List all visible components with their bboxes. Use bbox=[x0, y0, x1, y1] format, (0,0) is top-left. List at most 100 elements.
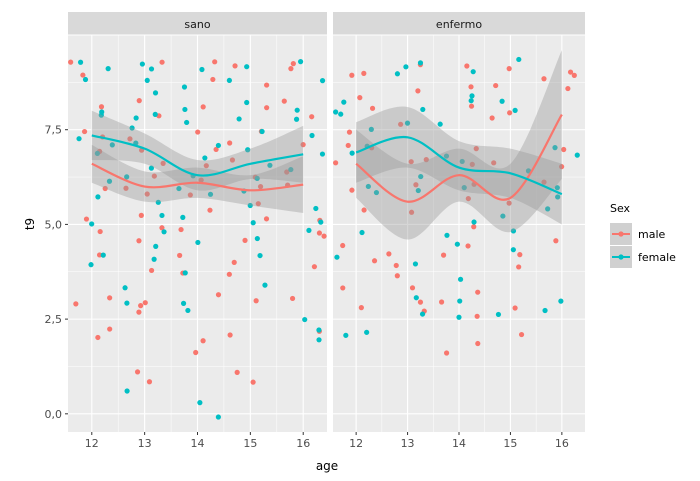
data-point-male bbox=[475, 340, 481, 347]
data-point-male bbox=[97, 228, 103, 235]
data-point-male bbox=[464, 63, 470, 69]
x-tick-label: 14 bbox=[191, 437, 205, 450]
data-point-male bbox=[142, 300, 148, 306]
data-point-male bbox=[151, 173, 157, 179]
data-point-male bbox=[300, 142, 306, 148]
data-point-female bbox=[106, 178, 113, 184]
panel-enfermo: enfermo 12 13 14 15 16 bbox=[333, 12, 585, 450]
data-point-female bbox=[316, 337, 322, 343]
data-point-male bbox=[518, 331, 525, 338]
x-tick-label: 15 bbox=[503, 437, 517, 450]
data-point-female bbox=[207, 191, 214, 197]
data-point-female bbox=[199, 66, 205, 73]
data-point-female bbox=[195, 239, 201, 246]
data-point-female bbox=[202, 155, 208, 161]
data-point-male bbox=[561, 146, 567, 153]
data-point-female bbox=[510, 228, 517, 234]
data-point-female bbox=[182, 270, 188, 276]
data-point-female bbox=[151, 256, 157, 262]
data-point-male bbox=[290, 61, 296, 67]
data-point-male bbox=[242, 237, 248, 243]
data-point-male bbox=[512, 305, 518, 311]
data-point-male bbox=[361, 207, 367, 213]
data-point-male bbox=[358, 305, 364, 311]
data-point-male bbox=[567, 69, 574, 75]
data-point-female bbox=[88, 262, 94, 268]
data-point-female bbox=[341, 99, 347, 105]
data-point-male bbox=[213, 146, 219, 153]
legend-label-female: female bbox=[638, 251, 676, 264]
data-point-male bbox=[234, 369, 240, 375]
data-point-female bbox=[124, 174, 130, 180]
data-point-male bbox=[226, 271, 232, 277]
data-point-female bbox=[499, 98, 505, 104]
data-point-female bbox=[558, 298, 564, 304]
data-point-male bbox=[369, 105, 376, 111]
data-point-male bbox=[144, 191, 150, 197]
data-point-female bbox=[105, 66, 111, 72]
data-point-female bbox=[545, 206, 551, 212]
data-point-female bbox=[109, 142, 115, 148]
data-point-male bbox=[468, 84, 474, 90]
data-point-female bbox=[148, 66, 155, 72]
data-point-female bbox=[456, 314, 462, 320]
y-tick-label: 2,5 bbox=[45, 313, 63, 326]
data-point-female bbox=[500, 213, 506, 219]
data-point-female bbox=[334, 254, 340, 260]
data-point-female bbox=[184, 119, 190, 126]
data-point-male bbox=[83, 216, 90, 222]
data-point-male bbox=[73, 301, 79, 307]
data-point-female bbox=[129, 125, 135, 131]
data-point-female bbox=[95, 194, 101, 200]
data-point-male bbox=[415, 88, 421, 94]
data-point-female bbox=[333, 109, 339, 115]
data-point-male bbox=[349, 72, 355, 78]
data-point-male bbox=[423, 157, 429, 163]
data-point-female bbox=[89, 221, 95, 227]
data-point-male bbox=[493, 82, 499, 89]
x-tick-label: 14 bbox=[452, 437, 466, 450]
data-point-female bbox=[155, 199, 161, 205]
data-point-female bbox=[76, 136, 82, 142]
data-point-female bbox=[457, 276, 464, 282]
data-point-male bbox=[68, 59, 74, 65]
data-point-female bbox=[122, 285, 128, 291]
data-point-female bbox=[262, 282, 268, 288]
data-point-male bbox=[541, 179, 547, 185]
data-point-male bbox=[288, 66, 294, 72]
data-point-male bbox=[187, 192, 193, 198]
confidence-ribbon-male bbox=[91, 144, 304, 214]
data-point-male bbox=[349, 187, 355, 193]
data-point-male bbox=[138, 302, 144, 309]
data-point-female bbox=[152, 90, 159, 96]
x-axis-title: age bbox=[316, 459, 338, 473]
confidence-ribbon-female bbox=[91, 110, 304, 191]
data-point-female bbox=[215, 414, 221, 420]
smooth-line-male bbox=[91, 162, 304, 192]
x-tick-label: 15 bbox=[243, 437, 257, 450]
data-point-male bbox=[443, 350, 450, 356]
data-point-female bbox=[470, 69, 476, 75]
data-point-male bbox=[345, 142, 351, 149]
facet-label: sano bbox=[184, 18, 210, 31]
data-point-female bbox=[417, 60, 424, 66]
data-point-male bbox=[289, 295, 296, 302]
data-point-male bbox=[340, 242, 346, 249]
data-point-female bbox=[554, 185, 560, 191]
data-point-male bbox=[102, 185, 108, 192]
data-point-female bbox=[420, 106, 426, 113]
data-point-male bbox=[231, 259, 237, 265]
data-point-male bbox=[227, 140, 233, 146]
data-point-female bbox=[153, 243, 159, 249]
data-point-male bbox=[123, 185, 129, 191]
data-point-female bbox=[469, 93, 475, 99]
data-point-male bbox=[136, 238, 142, 244]
y-tick-label: 5,0 bbox=[45, 218, 63, 231]
data-point-male bbox=[361, 70, 367, 76]
data-point-male bbox=[257, 184, 264, 190]
data-point-male bbox=[96, 252, 103, 258]
data-point-female bbox=[293, 116, 300, 122]
